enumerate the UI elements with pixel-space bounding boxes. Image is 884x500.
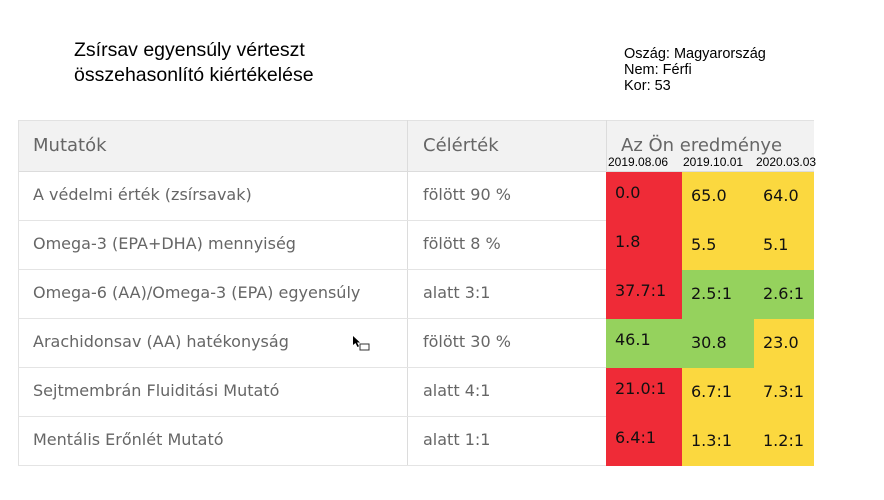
result-cell-red: 21.0:1 [606, 368, 682, 417]
report-title: Zsírsav egyensúly vérteszt összehasonlít… [74, 38, 314, 88]
result-cell-yellow: 64.0 [754, 172, 814, 221]
date-column-1: 2019.08.06 [608, 155, 669, 169]
result-cell-red: 0.0 [606, 172, 682, 221]
date-column-2: 2019.10.01 [683, 155, 744, 169]
report-title-line-1: Zsírsav egyensúly vérteszt [74, 39, 305, 61]
result-cell-yellow: 23.0 [754, 319, 814, 368]
table-row: Sejtmembrán Fluiditási Mutató alatt 4:1 [18, 368, 606, 417]
result-cell-yellow: 5.5 [682, 221, 754, 270]
table-row: Omega-6 (AA)/Omega-3 (EPA) egyensúly alat… [18, 270, 606, 319]
result-cell-green: 2.5:1 [682, 270, 754, 319]
table-header: Mutatók Célérték Az Ön eredménye [18, 120, 814, 172]
result-cell-yellow: 1.3:1 [682, 417, 754, 466]
target-value: alatt 4:1 [423, 381, 491, 400]
indicator-label: Sejtmembrán Fluiditási Mutató [33, 381, 280, 400]
result-cell-yellow: 6.7:1 [682, 368, 754, 417]
result-cell-yellow: 7.3:1 [754, 368, 814, 417]
target-value: alatt 1:1 [423, 430, 491, 449]
table-row: A védelmi érték (zsírsavak) fölött 90 % [18, 172, 606, 221]
table-left-border [18, 120, 19, 466]
result-cell-red: 1.8 [606, 221, 682, 270]
indicator-label: Arachidonsav (AA) hatékonyság [33, 332, 289, 351]
indicator-label: A védelmi érték (zsírsavak) [33, 185, 252, 204]
result-cell-red: 37.7:1 [606, 270, 682, 319]
target-value: fölött 90 % [423, 185, 511, 204]
result-cell-yellow: 1.2:1 [754, 417, 814, 466]
header-indicators: Mutatók [33, 135, 107, 156]
result-cell-green: 30.8 [682, 319, 754, 368]
header-result: Az Ön eredménye [621, 135, 783, 156]
result-cell-yellow: 65.0 [682, 172, 754, 221]
table-row: Mentális Erőnlét Mutató alatt 1:1 [18, 417, 606, 466]
country-label: Oszág: Magyarország [624, 46, 766, 62]
table-row: Omega-3 (EPA+DHA) mennyiség fölött 8 % [18, 221, 606, 270]
result-cell-green: 46.1 [606, 319, 682, 368]
report-title-line-2: összehasonlító kiértékelése [74, 64, 314, 86]
patient-info: Oszág: Magyarország Nem: Férfi Kor: 53 [624, 46, 766, 94]
header-target: Célérték [423, 135, 499, 156]
sex-label: Nem: Férfi [624, 62, 692, 78]
target-value: alatt 3:1 [423, 283, 491, 302]
target-value: fölött 8 % [423, 234, 501, 253]
column-divider-target [407, 120, 408, 466]
target-value: fölött 30 % [423, 332, 511, 351]
mouse-cursor-icon [353, 336, 370, 351]
table-row: Arachidonsav (AA) hatékonyság fölött 30 % [18, 319, 606, 368]
indicator-label: Mentális Erőnlét Mutató [33, 430, 224, 449]
results-table: Mutatók Célérték Az Ön eredménye A védel… [18, 120, 814, 466]
result-cell-red: 6.4:1 [606, 417, 682, 466]
indicator-label: Omega-6 (AA)/Omega-3 (EPA) egyensúly [33, 283, 361, 302]
result-cell-green: 2.6:1 [754, 270, 814, 319]
result-cell-yellow: 5.1 [754, 221, 814, 270]
age-label: Kor: 53 [624, 78, 671, 94]
column-divider-result [606, 120, 607, 172]
date-column-3: 2020.03.03 [756, 155, 817, 169]
indicator-label: Omega-3 (EPA+DHA) mennyiség [33, 234, 296, 253]
